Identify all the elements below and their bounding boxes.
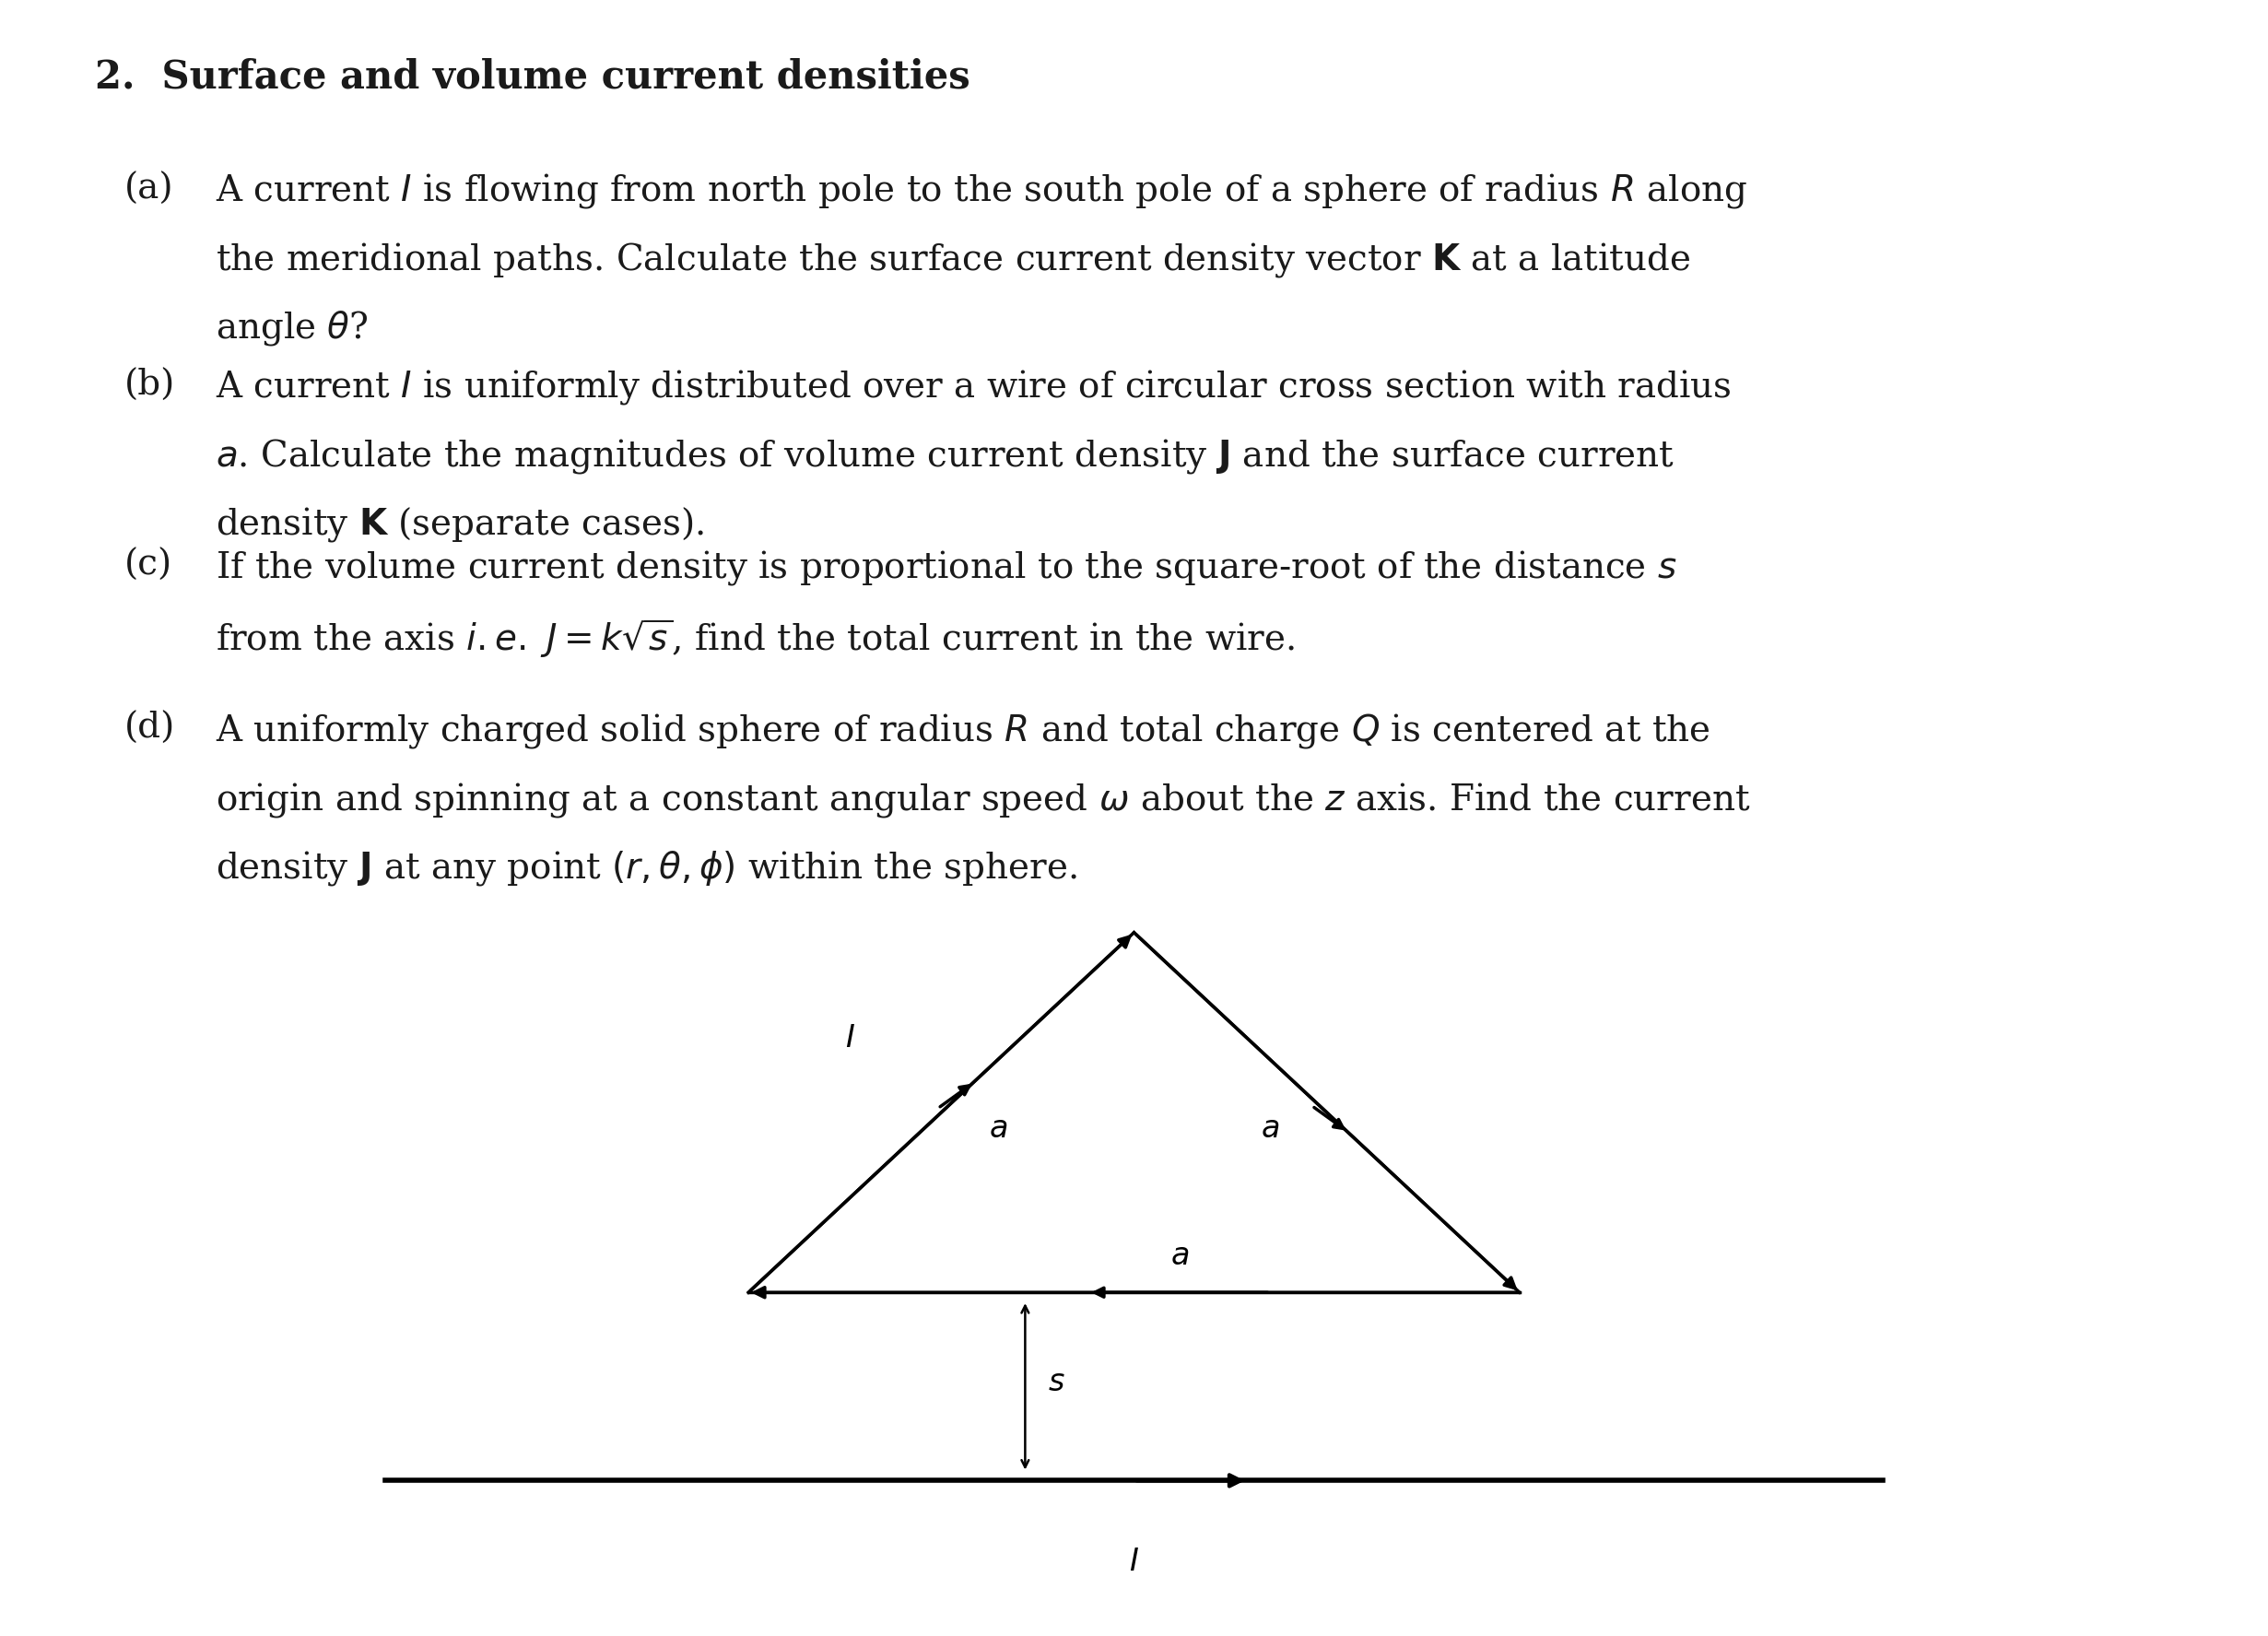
Text: $a$: $a$ (989, 1114, 1007, 1144)
Text: (c): (c) (125, 548, 172, 582)
Text: (a): (a) (125, 172, 175, 206)
Text: $I$: $I$ (1129, 1548, 1139, 1577)
Text: from the axis $i.e.$ $J = k\sqrt{s}$, find the total current in the wire.: from the axis $i.e.$ $J = k\sqrt{s}$, fi… (215, 617, 1295, 659)
Text: $a$. Calculate the magnitudes of volume current density $\mathbf{J}$ and the sur: $a$. Calculate the magnitudes of volume … (215, 437, 1674, 476)
Text: A uniformly charged solid sphere of radius $R$ and total charge $Q$ is centered : A uniformly charged solid sphere of radi… (215, 712, 1710, 751)
Text: A current $I$ is flowing from north pole to the south pole of a sphere of radius: A current $I$ is flowing from north pole… (215, 172, 1746, 211)
Text: (b): (b) (125, 368, 177, 402)
Text: origin and spinning at a constant angular speed $\omega$ about the $z$ axis. Fin: origin and spinning at a constant angula… (215, 780, 1751, 820)
Text: density $\mathbf{K}$ (separate cases).: density $\mathbf{K}$ (separate cases). (215, 506, 703, 545)
Text: If the volume current density is proportional to the square-root of the distance: If the volume current density is proport… (215, 548, 1676, 587)
Text: $s$: $s$ (1048, 1368, 1066, 1397)
Text: $I$: $I$ (846, 1024, 855, 1054)
Text: density $\mathbf{J}$ at any point $(r, \theta, \phi)$ within the sphere.: density $\mathbf{J}$ at any point $(r, \… (215, 849, 1077, 888)
Text: (d): (d) (125, 712, 177, 746)
Text: 2.  Surface and volume current densities: 2. Surface and volume current densities (95, 57, 971, 97)
Text: $a$: $a$ (1261, 1114, 1279, 1144)
Text: the meridional paths. Calculate the surface current density vector $\mathbf{K}$ : the meridional paths. Calculate the surf… (215, 240, 1690, 280)
Text: $a$: $a$ (1170, 1242, 1188, 1271)
Text: A current $I$ is uniformly distributed over a wire of circular cross section wit: A current $I$ is uniformly distributed o… (215, 368, 1730, 407)
Text: angle $\theta$?: angle $\theta$? (215, 309, 367, 348)
